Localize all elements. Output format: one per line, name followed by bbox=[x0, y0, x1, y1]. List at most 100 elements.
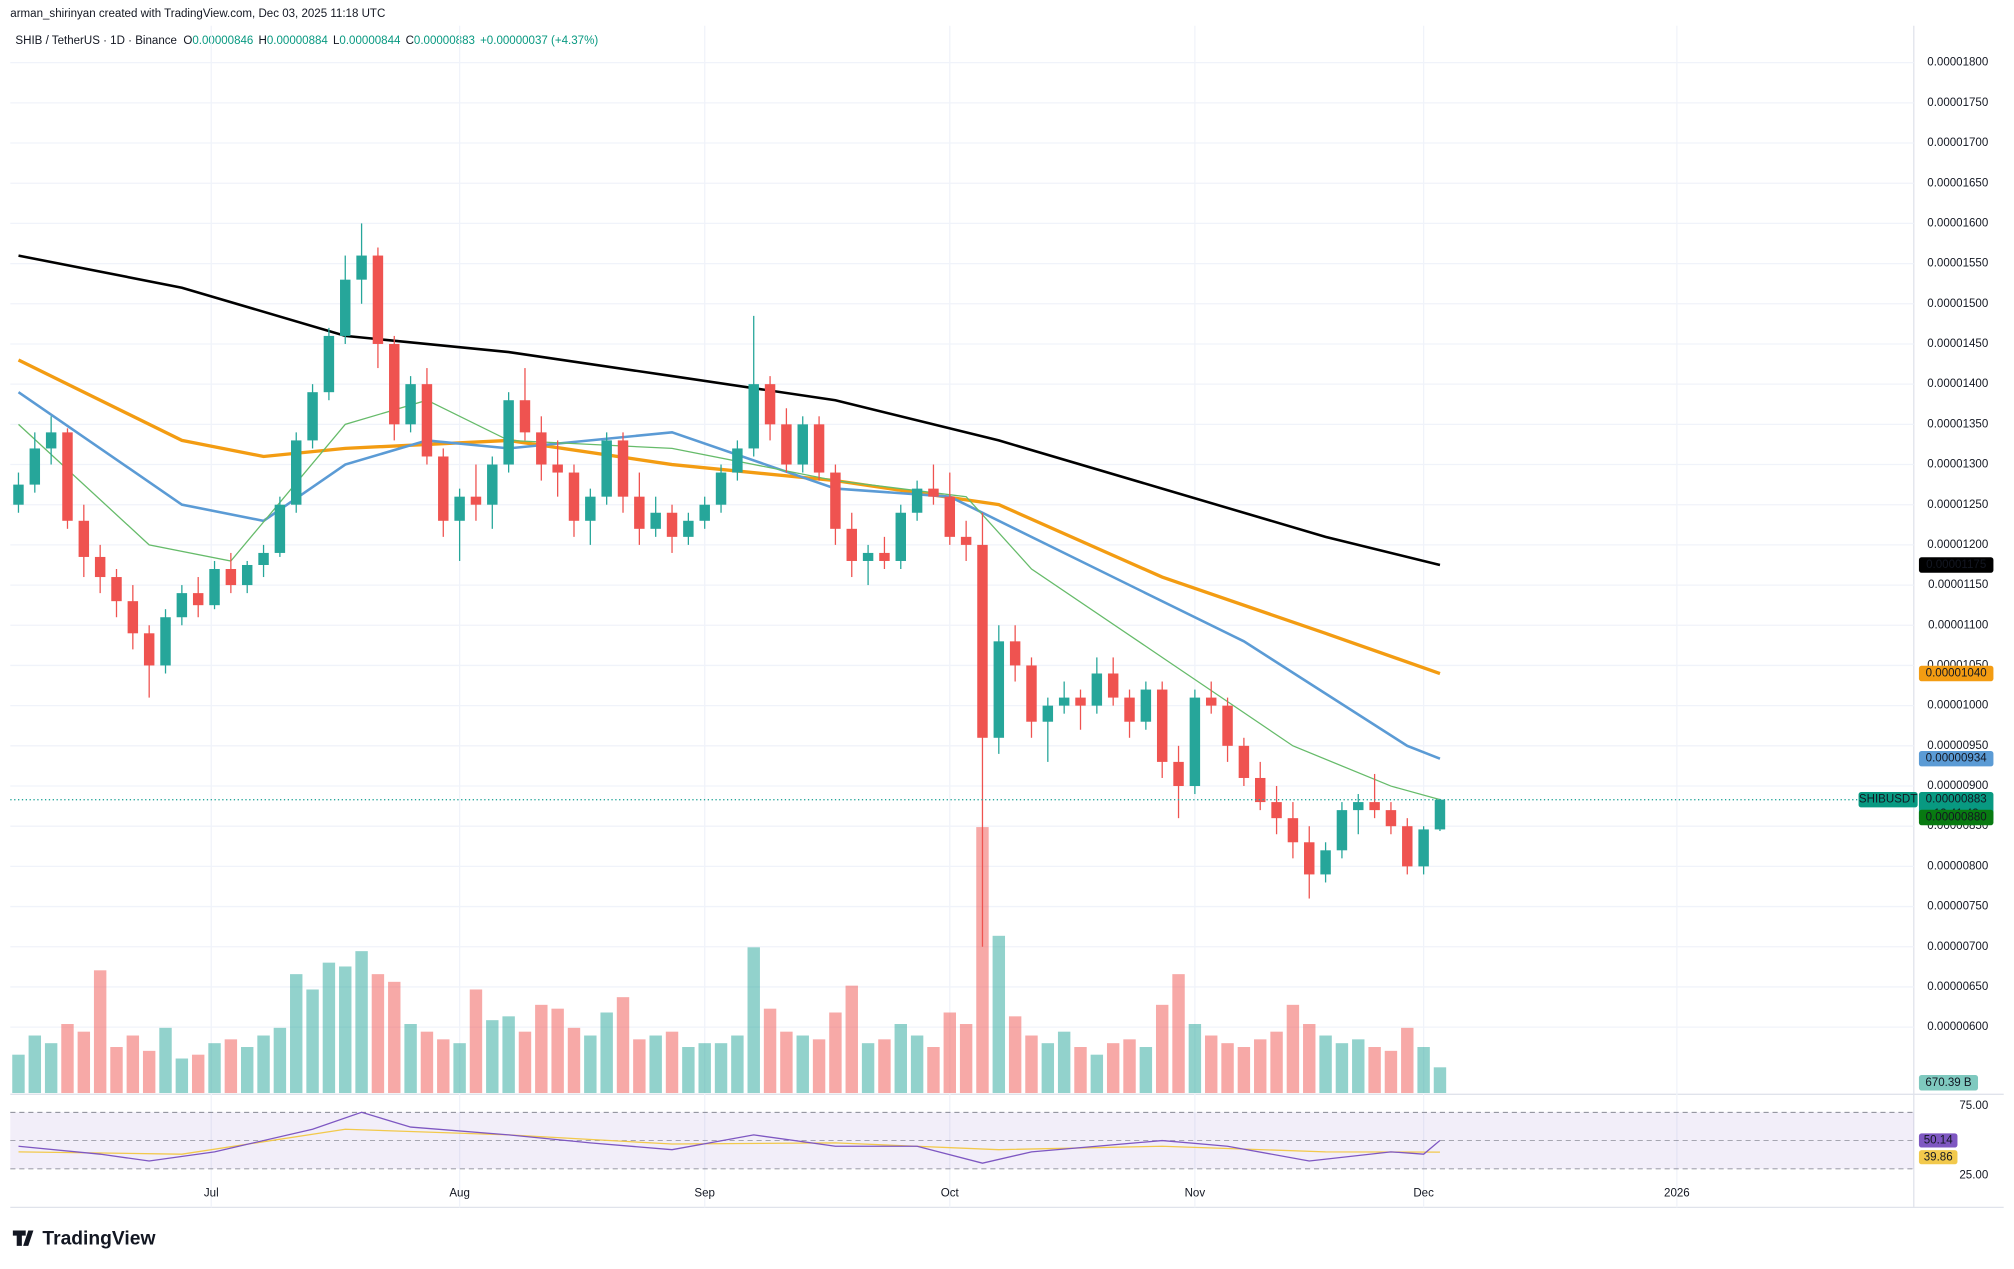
candle-body bbox=[1238, 745, 1250, 778]
candle-body bbox=[699, 504, 710, 521]
volume-bar bbox=[812, 1039, 826, 1094]
candle-body bbox=[438, 456, 449, 521]
symbol-badge bbox=[1858, 791, 1918, 808]
candle-body bbox=[209, 569, 220, 606]
candle-body bbox=[1140, 689, 1152, 722]
ohlc-value: 0.00000846 bbox=[192, 35, 253, 47]
price-badge bbox=[1918, 750, 1994, 767]
x-tick-label: Nov bbox=[1185, 1187, 1206, 1199]
y-tick-label: 0.00000850 bbox=[1927, 820, 1988, 832]
candle-body bbox=[1434, 799, 1446, 830]
change: +0.00000037 (+4.37%) bbox=[480, 35, 598, 47]
y-tick-label: 0.00000950 bbox=[1927, 740, 1988, 752]
ohlc-key: H bbox=[259, 35, 267, 47]
candle-body bbox=[879, 552, 890, 561]
candle-body bbox=[715, 472, 727, 505]
ohlc-value: 0.00000883 bbox=[414, 35, 475, 47]
volume-bar bbox=[322, 962, 336, 1094]
ohlc-key: L bbox=[333, 35, 340, 47]
volume-bar bbox=[943, 1012, 957, 1094]
volume-bar bbox=[600, 1012, 613, 1094]
volume-bar bbox=[175, 1058, 189, 1094]
candle-body bbox=[94, 556, 106, 578]
volume-bar bbox=[1401, 1027, 1414, 1094]
candle-body bbox=[846, 528, 857, 561]
badge-text: 670.39 B bbox=[1925, 1077, 1972, 1089]
volume-bar bbox=[1172, 974, 1185, 1094]
volume-bar bbox=[829, 1012, 842, 1094]
candle-body bbox=[62, 432, 73, 521]
logo-text: TradingView bbox=[42, 1229, 156, 1250]
volume-bar bbox=[1270, 1031, 1283, 1094]
ma-line bbox=[18, 399, 1441, 801]
volume-bar bbox=[927, 1047, 940, 1094]
candle-body bbox=[1075, 697, 1086, 706]
volume-bar bbox=[1074, 1047, 1087, 1094]
candle-body bbox=[13, 484, 24, 505]
candle-body bbox=[78, 520, 90, 557]
volume-bar bbox=[747, 947, 760, 1094]
candle-body bbox=[1042, 705, 1054, 722]
volume-bar bbox=[698, 1043, 711, 1094]
badge-text: SHIBUSDT bbox=[1859, 794, 1917, 806]
candle-body bbox=[1336, 810, 1348, 851]
volume-bar bbox=[714, 1043, 728, 1094]
volume-bar bbox=[910, 1035, 924, 1094]
candle-body bbox=[813, 424, 825, 473]
candle-body bbox=[372, 255, 384, 344]
candle-body bbox=[617, 440, 629, 497]
volume-bar bbox=[649, 1035, 662, 1094]
volume-bar bbox=[404, 1024, 417, 1094]
volume-bar bbox=[535, 1004, 548, 1094]
price-badge bbox=[1918, 1133, 1958, 1148]
volume-bar bbox=[1368, 1047, 1381, 1094]
candle-body bbox=[911, 488, 923, 513]
y-tick-label: 0.00000750 bbox=[1927, 901, 1988, 913]
y-tick-label: 0.00001200 bbox=[1927, 539, 1988, 551]
volume-bar bbox=[93, 970, 107, 1094]
volume-bar bbox=[290, 974, 303, 1094]
logo: TradingView bbox=[12, 1229, 156, 1250]
candle-body bbox=[143, 633, 155, 666]
volume-bar bbox=[191, 1054, 205, 1094]
y-tick-label: 0.00000700 bbox=[1927, 941, 1988, 953]
volume-bar bbox=[1188, 1024, 1202, 1094]
y-tick-label: 0.00001500 bbox=[1927, 298, 1988, 310]
volume-bar bbox=[1433, 1067, 1447, 1094]
candle-body bbox=[960, 536, 972, 545]
candle-body bbox=[1205, 697, 1217, 706]
candle-body bbox=[683, 520, 694, 537]
x-tick-label: Aug bbox=[449, 1187, 470, 1199]
volume-bar bbox=[126, 1035, 140, 1094]
candle-body bbox=[241, 564, 253, 586]
price-badge bbox=[1918, 1075, 1979, 1091]
candle-body bbox=[225, 569, 237, 586]
candle-body bbox=[944, 496, 956, 537]
candle-body bbox=[29, 448, 41, 485]
candle-body bbox=[1402, 826, 1413, 867]
y-tick-label: 0.00001450 bbox=[1927, 338, 1988, 350]
candle-body bbox=[666, 512, 678, 537]
candle-body bbox=[1156, 689, 1168, 762]
badge-text: 0.00000934 bbox=[1926, 753, 1988, 765]
volume-bar bbox=[1335, 1043, 1349, 1094]
candle-body bbox=[1058, 697, 1070, 706]
x-tick-label: Jul bbox=[204, 1187, 219, 1199]
candle-body bbox=[830, 472, 841, 529]
candle-body bbox=[568, 472, 580, 521]
volume-bar bbox=[992, 935, 1006, 1094]
rsi-tick-label: 25.00 bbox=[1959, 1169, 1988, 1181]
volume-bar bbox=[241, 1047, 254, 1094]
candle-body bbox=[405, 384, 416, 425]
y-tick-label: 0.00001000 bbox=[1927, 700, 1988, 712]
volume-bar bbox=[77, 1031, 91, 1094]
y-tick-label: 0.00000900 bbox=[1927, 780, 1988, 792]
y-tick-label: 0.00001750 bbox=[1927, 97, 1988, 109]
volume-bar bbox=[110, 1047, 123, 1094]
y-tick-label: 0.00001100 bbox=[1928, 619, 1988, 631]
volume-bar bbox=[1384, 1050, 1398, 1094]
candle-body bbox=[1369, 802, 1380, 811]
candle-body bbox=[895, 512, 907, 561]
ohlc-value: 0.00000844 bbox=[339, 35, 401, 47]
